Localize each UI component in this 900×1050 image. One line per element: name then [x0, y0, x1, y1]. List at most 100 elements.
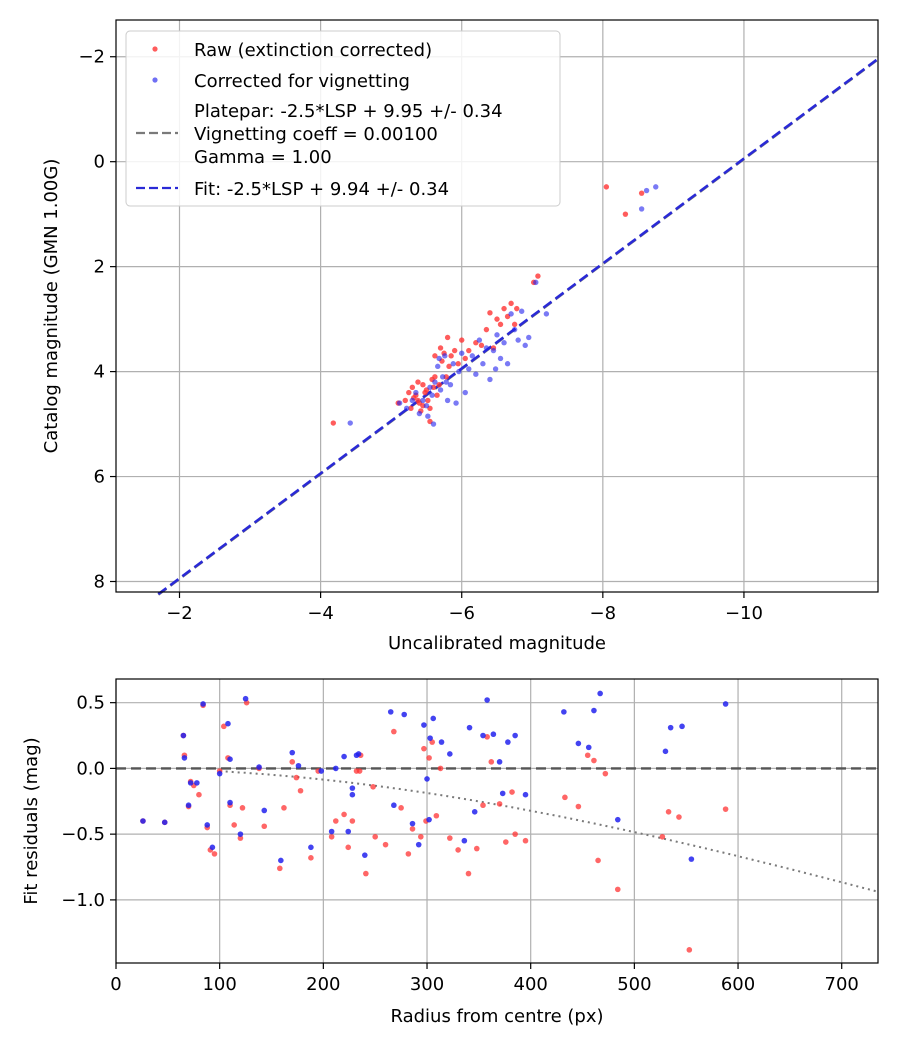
top-corrected-point [396, 400, 403, 406]
bottom-raw-point [297, 787, 304, 794]
top-y-tick-label: 0 [94, 152, 105, 173]
bottom-x-tick-label: 0 [110, 974, 121, 995]
bottom-corrected-point [216, 770, 223, 777]
bottom-corrected-point [308, 844, 314, 851]
top-y-axis-label: Catalog magnitude (GMN 1.00G) [41, 159, 62, 454]
top-corrected-point [494, 332, 500, 338]
bottom-corrected-point [466, 724, 473, 731]
top-corrected-point [518, 308, 525, 314]
bottom-raw-point [328, 833, 335, 840]
top-raw-point [415, 397, 421, 404]
top-plot-frame [115, 19, 879, 593]
top-corrected-point [439, 374, 446, 380]
bottom-raw-point [231, 822, 237, 828]
legend-corrected-marker [152, 77, 158, 83]
top-scatter-points [330, 184, 659, 427]
bottom-raw-point [595, 857, 601, 864]
bottom-raw-point [370, 784, 376, 790]
bottom-corrected-point [522, 791, 529, 798]
legend-box [125, 30, 561, 207]
bottom-y-tick-label: −1.0 [61, 890, 105, 911]
top-corrected-point [522, 342, 528, 349]
top-corrected-point [643, 187, 650, 194]
bottom-corrected-point [185, 802, 192, 809]
top-corrected-point [469, 353, 476, 359]
legend: Raw (extinction corrected) Corrected for… [125, 30, 561, 207]
bottom-raw-point [676, 814, 682, 820]
top-corrected-point [429, 392, 435, 398]
top-corrected-point [425, 413, 431, 419]
bottom-corrected-point [688, 856, 695, 862]
bottom-x-tick-label: 300 [410, 974, 444, 995]
bottom-raw-point [405, 851, 412, 857]
bottom-corrected-point [355, 751, 362, 757]
top-corrected-point [511, 326, 518, 333]
bottom-reference-lines [116, 767, 879, 893]
bottom-corrected-point [438, 739, 445, 745]
bottom-corrected-point [140, 818, 146, 824]
bottom-raw-point [281, 805, 287, 811]
top-x-tick-label: −2 [166, 603, 193, 624]
top-corrected-point [437, 387, 444, 393]
top-y-tick-label: 6 [94, 467, 105, 488]
bottom-raw-point [473, 845, 480, 852]
magnitude-calibration-chart: −2 −4 −6 −8 −10 −2 0 2 4 6 8 Uncalibrated magnitu… [41, 19, 879, 654]
bottom-corrected-point [424, 776, 430, 782]
top-x-tick-label: −10 [725, 603, 763, 624]
top-corrected-point [483, 345, 490, 351]
bottom-corrected-point [597, 690, 603, 697]
bottom-raw-point [496, 801, 503, 807]
bottom-raw-point [575, 803, 582, 810]
bottom-corrected-point [512, 732, 518, 739]
top-corrected-point [427, 384, 433, 391]
top-raw-point [622, 211, 629, 217]
bottom-raw-point [349, 818, 356, 824]
top-corrected-point [490, 347, 497, 354]
top-corrected-point [515, 337, 521, 343]
bottom-corrected-point [421, 722, 427, 728]
top-raw-point [408, 405, 414, 412]
top-raw-point [638, 190, 645, 196]
residuals-chart: 0 100 200 300 400 500 600 700 0.5 0.0 −0.5 −1.0 Ra… [21, 678, 879, 1027]
bottom-corrected-point [496, 759, 503, 765]
top-raw-point [508, 300, 514, 307]
bottom-y-tick-label: 0.0 [76, 758, 105, 779]
bottom-corrected-point [409, 820, 416, 827]
bottom-raw-point [196, 791, 202, 798]
bottom-corrected-point [362, 852, 368, 858]
bottom-raw-point [614, 886, 621, 893]
bottom-corrected-point [349, 785, 356, 791]
bottom-y-axis: 0.5 0.0 −0.5 −1.0 [61, 693, 116, 911]
bottom-corrected-point [401, 711, 408, 718]
top-corrected-point [487, 376, 493, 383]
top-corrected-point [504, 361, 511, 367]
top-x-tick-label: −8 [590, 603, 617, 624]
bottom-raw-point [356, 768, 363, 774]
top-raw-point [501, 305, 507, 312]
top-corrected-point [501, 340, 507, 346]
top-raw-point [415, 379, 421, 385]
bottom-raw-point [591, 757, 597, 764]
bottom-corrected-point [225, 720, 231, 727]
top-corrected-point [436, 355, 442, 362]
bottom-corrected-point [427, 735, 433, 741]
top-corrected-point [403, 405, 410, 412]
top-corrected-point [638, 206, 645, 212]
bottom-raw-point [398, 805, 404, 811]
bottom-corrected-point [575, 740, 582, 747]
bottom-raw-point [261, 823, 268, 830]
bottom-raw-point [447, 835, 453, 841]
bottom-corrected-point [289, 749, 296, 756]
bottom-corrected-point [591, 707, 597, 714]
bottom-x-axis-label: Radius from centre (px) [390, 1006, 603, 1027]
bottom-corrected-point [499, 790, 506, 797]
top-y-tick-label: 8 [94, 572, 105, 593]
bottom-corrected-point [187, 780, 194, 786]
bottom-raw-point [293, 774, 300, 781]
top-corrected-point [435, 363, 441, 370]
bottom-x-tick-label: 500 [617, 974, 651, 995]
top-corrected-point [480, 361, 486, 367]
bottom-corrected-point [341, 753, 347, 760]
top-corrected-point [409, 397, 416, 404]
top-corrected-point [450, 361, 456, 367]
